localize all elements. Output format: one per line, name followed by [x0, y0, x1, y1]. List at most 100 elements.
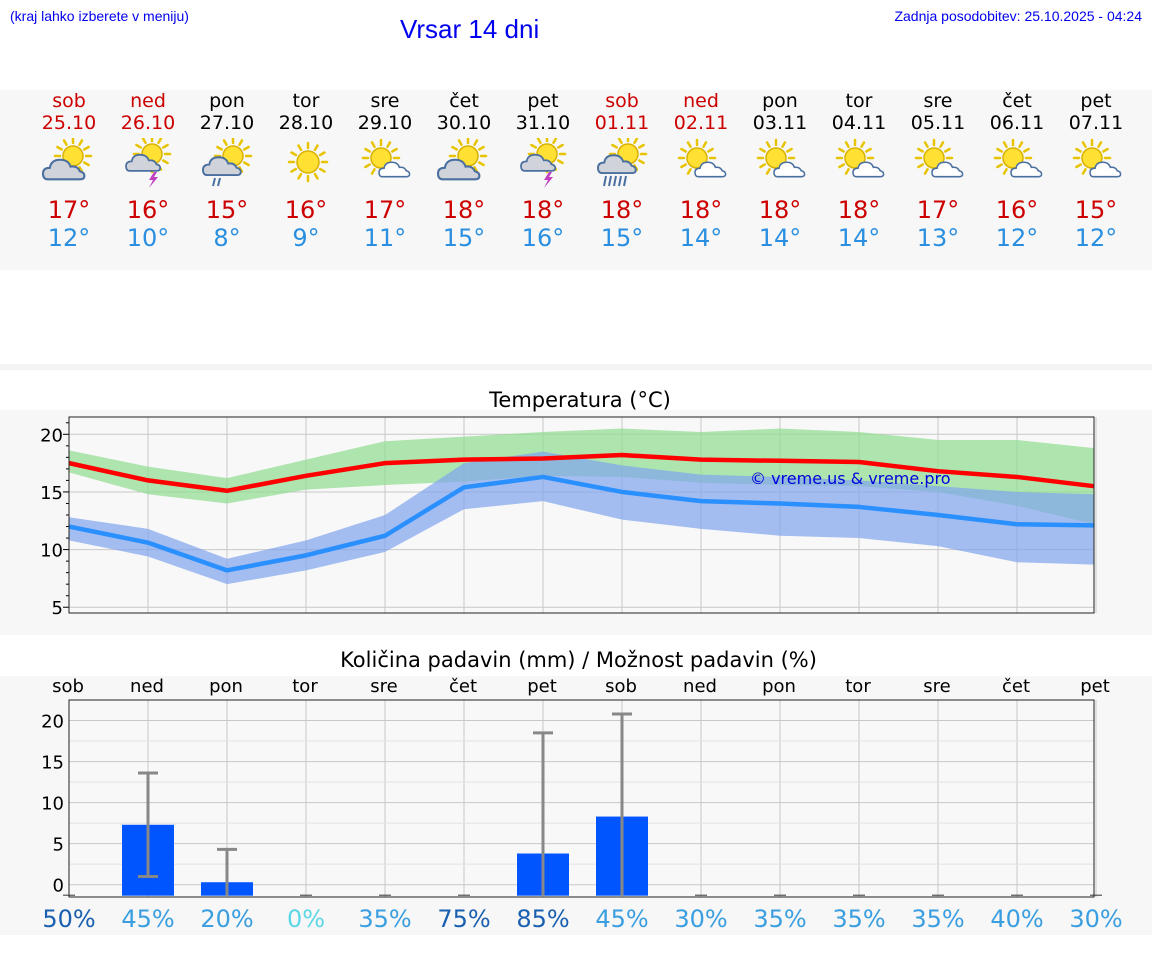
- day-date: 26.10: [120, 112, 176, 134]
- day-name: ned: [683, 90, 719, 112]
- day-column: ned 26.10 16° 10°: [108, 90, 188, 252]
- temp-max: 18°: [521, 196, 565, 224]
- y-tick-label: 15: [40, 483, 63, 504]
- temp-max: 15°: [1074, 196, 1118, 224]
- plot-area: [69, 700, 1094, 897]
- day-name: sre: [370, 90, 400, 112]
- day-column: sre 29.10 17° 11°: [345, 90, 425, 252]
- divider: [0, 364, 1152, 370]
- temp-max: 17°: [916, 196, 960, 224]
- precipitation-title: Količina padavin (mm) / Možnost padavin …: [340, 648, 817, 672]
- precip-day-label: ned: [130, 676, 164, 697]
- precip-day-label: tor: [845, 676, 871, 697]
- precip-day-label: ned: [683, 676, 717, 697]
- temp-min: 13°: [916, 224, 960, 252]
- plot-frame: [68, 699, 1095, 898]
- temp-max: 17°: [47, 196, 91, 224]
- day-name: sob: [52, 90, 86, 112]
- precip-probability: 45%: [121, 905, 174, 933]
- forecast-strip: sob 25.10 17° 12° ned 26.10 16° 10° pon 27.10 15° 8…: [0, 90, 1152, 270]
- temperature-title: Temperatura (°C): [489, 388, 671, 412]
- day-column: čet 30.10 18° 15°: [424, 90, 504, 252]
- day-date: 25.10: [41, 112, 97, 134]
- y-tick-label: 0: [53, 876, 64, 897]
- precip-probability: 45%: [595, 905, 648, 933]
- temp-max: 18°: [600, 196, 644, 224]
- y-tick-label: 5: [53, 835, 64, 856]
- last-updated: Zadnja posodobitev: 25.10.2025 - 04:24: [894, 8, 1142, 24]
- day-column: pon 27.10 15° 8°: [187, 90, 267, 252]
- precip-day-label: sob: [52, 676, 84, 697]
- sun-cloud-icon: [41, 138, 93, 181]
- y-tick-label: 10: [40, 541, 63, 562]
- sun-heavy-rain-icon: [597, 138, 648, 187]
- day-date: 28.10: [278, 112, 334, 134]
- day-name: tor: [845, 90, 873, 112]
- y-tick-label: 5: [52, 598, 63, 619]
- temp-min: 16°: [521, 224, 565, 252]
- day-name: tor: [292, 90, 320, 112]
- sun-icon: [287, 141, 329, 183]
- temp-max: 18°: [679, 196, 723, 224]
- temp-max: 16°: [284, 196, 328, 224]
- day-name: sre: [923, 90, 953, 112]
- day-name: pet: [1080, 90, 1112, 112]
- temp-max: 18°: [837, 196, 881, 224]
- precipitation-chart: sob ned pon tor sre čet pet sob ned pon tor sre čet p…: [41, 676, 1123, 933]
- temp-min: 8°: [213, 224, 241, 252]
- sun-small-cloud-icon: [361, 138, 411, 178]
- precip-day-label: čet: [1002, 676, 1030, 697]
- precip-probability: 30%: [674, 905, 727, 933]
- sun-rain-icon: [202, 138, 253, 187]
- day-column: ned 02.11 18° 14°: [661, 90, 741, 252]
- day-date: 30.10: [436, 112, 492, 134]
- sun-thunder-icon: [125, 138, 172, 188]
- sun-small-cloud-icon: [756, 138, 806, 178]
- temp-max: 18°: [442, 196, 486, 224]
- day-name: pon: [762, 90, 798, 112]
- temp-min: 11°: [363, 224, 407, 252]
- day-name: čet: [1002, 90, 1032, 112]
- min-temp-line: [68, 474, 1095, 573]
- day-name: sob: [605, 90, 639, 112]
- sun-small-cloud-icon: [993, 138, 1043, 178]
- day-column: pon 03.11 18° 14°: [740, 90, 820, 252]
- day-date: 29.10: [357, 112, 413, 134]
- day-column: sre 05.11 17° 13°: [898, 90, 978, 252]
- precip-day-label: tor: [292, 676, 318, 697]
- precip-probability: 50%: [42, 905, 95, 933]
- temp-max: 16°: [126, 196, 170, 224]
- temp-max: 15°: [205, 196, 249, 224]
- precip-day-label: pet: [1080, 676, 1110, 697]
- watermark: © vreme.us & vreme.pro: [750, 469, 951, 488]
- day-date: 04.11: [831, 112, 887, 134]
- temp-min: 9°: [292, 224, 320, 252]
- temp-max: 16°: [995, 196, 1039, 224]
- day-date: 27.10: [199, 112, 255, 134]
- day-date: 03.11: [752, 112, 808, 134]
- sun-small-cloud-icon: [677, 138, 727, 178]
- day-date: 31.10: [515, 112, 571, 134]
- precip-day-label: pon: [762, 676, 796, 697]
- sun-small-cloud-icon: [835, 138, 885, 178]
- temperature-chart: 5 10 15 20 © vreme.us & vreme.pro: [40, 416, 1097, 619]
- day-name: ned: [130, 90, 166, 112]
- temp-min: 15°: [442, 224, 486, 252]
- precip-probability: 35%: [358, 905, 411, 933]
- temp-min: 12°: [47, 224, 91, 252]
- day-date: 05.11: [910, 112, 966, 134]
- day-column: pet 31.10 18° 16°: [503, 90, 583, 252]
- precip-day-label: čet: [449, 676, 477, 697]
- day-column: tor 04.11 18° 14°: [819, 90, 899, 252]
- day-name: pon: [209, 90, 245, 112]
- temp-max: 17°: [363, 196, 407, 224]
- precip-probability: 35%: [832, 905, 885, 933]
- day-date: 01.11: [594, 112, 650, 134]
- page-title: Vrsar 14 dni: [400, 14, 540, 44]
- temp-max: 18°: [758, 196, 802, 224]
- sun-cloud-icon: [436, 138, 488, 181]
- temp-min: 14°: [679, 224, 723, 252]
- sun-small-cloud-icon: [914, 138, 964, 178]
- day-column: tor 28.10 16° 9°: [266, 90, 346, 252]
- max-temp-line: [68, 452, 1095, 494]
